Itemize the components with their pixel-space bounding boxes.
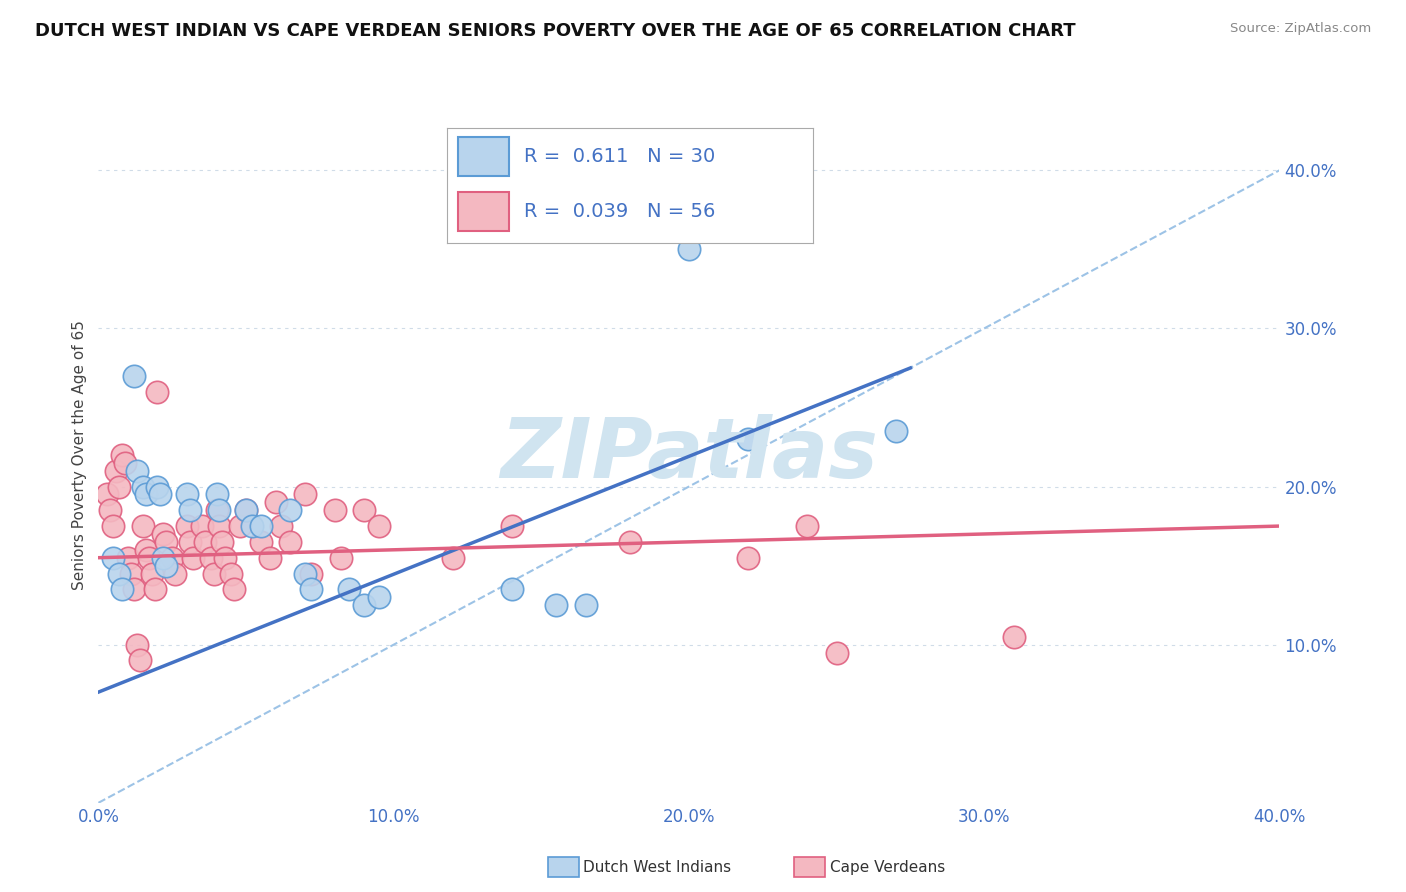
Point: [278, 503, 302, 517]
Point: [117, 550, 139, 565]
Point: [368, 519, 391, 533]
Point: [202, 566, 225, 581]
Point: [111, 448, 134, 462]
Point: [146, 479, 169, 493]
Point: [135, 487, 157, 501]
Point: [278, 534, 302, 549]
Point: [737, 550, 759, 565]
Point: [135, 542, 157, 557]
Point: [179, 534, 201, 549]
Text: Cape Verdeans: Cape Verdeans: [830, 860, 945, 874]
Point: [152, 527, 174, 541]
Point: [208, 503, 231, 517]
Point: [132, 519, 155, 533]
Point: [205, 503, 228, 517]
Point: [441, 550, 464, 565]
Point: [125, 638, 148, 652]
Point: [152, 550, 174, 565]
Point: [146, 384, 169, 399]
Text: Dutch West Indians: Dutch West Indians: [583, 860, 731, 874]
Point: [114, 456, 136, 470]
Y-axis label: Seniors Poverty Over the Age of 65: Seniors Poverty Over the Age of 65: [72, 320, 87, 590]
Point: [294, 487, 316, 501]
Point: [501, 519, 523, 533]
Point: [250, 519, 273, 533]
Point: [229, 519, 252, 533]
Point: [122, 368, 145, 383]
Point: [149, 487, 172, 501]
Point: [574, 598, 596, 612]
Point: [737, 432, 759, 446]
Point: [205, 487, 228, 501]
Text: DUTCH WEST INDIAN VS CAPE VERDEAN SENIORS POVERTY OVER THE AGE OF 65 CORRELATION: DUTCH WEST INDIAN VS CAPE VERDEAN SENIOR…: [35, 22, 1076, 40]
Point: [132, 479, 155, 493]
Point: [111, 582, 134, 597]
Point: [250, 534, 273, 549]
Point: [224, 582, 246, 597]
Point: [191, 519, 214, 533]
Point: [264, 495, 287, 509]
Point: [619, 534, 641, 549]
Point: [353, 598, 375, 612]
Point: [678, 243, 700, 257]
Point: [141, 566, 163, 581]
Point: [208, 519, 231, 533]
Point: [299, 566, 322, 581]
Point: [176, 519, 198, 533]
Point: [235, 503, 257, 517]
Point: [98, 503, 121, 517]
Point: [143, 582, 166, 597]
Point: [108, 566, 131, 581]
Point: [323, 503, 346, 517]
Point: [546, 598, 568, 612]
Point: [329, 550, 352, 565]
Point: [122, 582, 145, 597]
Point: [211, 534, 233, 549]
Point: [108, 479, 131, 493]
Point: [235, 503, 257, 517]
Point: [103, 519, 125, 533]
Point: [165, 566, 187, 581]
Point: [240, 519, 263, 533]
Point: [501, 582, 523, 597]
Point: [162, 550, 183, 565]
Point: [825, 646, 848, 660]
Text: ZIPatlas: ZIPatlas: [501, 415, 877, 495]
Text: Source: ZipAtlas.com: Source: ZipAtlas.com: [1230, 22, 1371, 36]
Point: [179, 503, 201, 517]
Point: [128, 653, 150, 667]
Point: [299, 582, 322, 597]
Point: [125, 464, 148, 478]
Point: [155, 534, 177, 549]
Point: [219, 566, 242, 581]
Point: [796, 519, 818, 533]
Point: [138, 550, 160, 565]
Point: [96, 487, 118, 501]
Point: [884, 424, 907, 438]
Point: [214, 550, 236, 565]
Point: [353, 503, 375, 517]
Point: [270, 519, 292, 533]
Point: [294, 566, 316, 581]
Point: [1002, 630, 1025, 644]
Point: [155, 558, 177, 573]
Point: [103, 550, 125, 565]
Point: [259, 550, 281, 565]
Point: [105, 464, 128, 478]
Point: [368, 591, 391, 605]
Point: [176, 487, 198, 501]
Point: [200, 550, 222, 565]
Point: [194, 534, 217, 549]
Point: [120, 566, 142, 581]
Point: [181, 550, 204, 565]
Point: [339, 582, 360, 597]
